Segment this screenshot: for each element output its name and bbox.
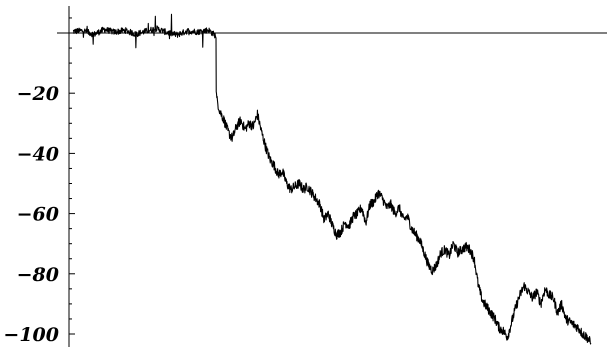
series-layer	[72, 13, 592, 345]
y-tick-label: −40	[17, 143, 59, 165]
y-tick-label: −20	[17, 83, 59, 105]
y-tick-label: −80	[17, 264, 59, 286]
series-line-0	[72, 13, 592, 345]
chart-axes	[57, 6, 607, 347]
y-tick-label: −100	[3, 324, 59, 346]
y-axis-ticks: −20 −40 −60 −80 −100	[3, 17, 75, 346]
y-tick-label: −60	[17, 204, 59, 226]
